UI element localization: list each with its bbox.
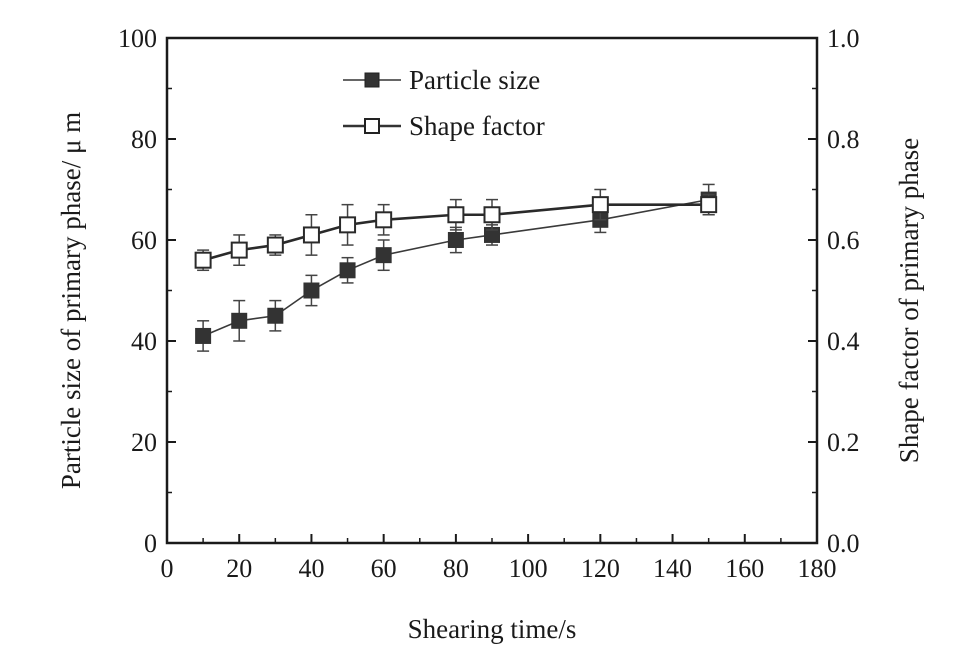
y-tick-label-left: 20 — [131, 428, 157, 457]
data-point-particle-size — [375, 247, 392, 264]
y-tick-label-left: 40 — [131, 327, 157, 356]
x-tick-label: 60 — [371, 554, 397, 583]
x-axis-title: Shearing time/s — [408, 614, 577, 644]
x-tick-label: 20 — [226, 554, 252, 583]
y-axis-title-left: Particle size of primary phase/ μ m — [56, 112, 86, 489]
data-point-particle-size — [303, 282, 320, 299]
y-tick-label-right: 1.0 — [827, 24, 860, 53]
data-point-shape-factor — [700, 196, 718, 214]
data-point-particle-size — [231, 312, 248, 329]
y-tick-label-right: 0.0 — [827, 529, 860, 558]
y-tick-label-right: 0.8 — [827, 125, 860, 154]
y-tick-label-left: 0 — [144, 529, 157, 558]
x-tick-label: 100 — [509, 554, 548, 583]
x-tick-label: 80 — [443, 554, 469, 583]
data-point-particle-size — [339, 262, 356, 279]
data-point-shape-factor — [447, 206, 465, 224]
data-point-shape-factor — [375, 211, 393, 229]
data-point-shape-factor — [483, 206, 501, 224]
series-group — [194, 183, 718, 352]
data-point-shape-factor — [591, 196, 609, 214]
y-axis-title-right: Shape factor of primary phase — [894, 138, 924, 463]
data-point-shape-factor — [266, 236, 284, 254]
y-tick-label-right: 0.6 — [827, 226, 860, 255]
data-point-shape-factor — [194, 251, 212, 269]
x-tick-label: 120 — [581, 554, 620, 583]
y-tick-label-right: 0.2 — [827, 428, 860, 457]
legend: Particle size Shape factor — [343, 65, 545, 141]
series-line-particle-size — [202, 198, 709, 337]
data-point-particle-size — [195, 327, 212, 344]
axes: 0 20 40 60 80 100 120 140 160 180 0 20 40 60 80 100 0.0 0… — [118, 24, 860, 583]
legend-label-shape-factor: Shape factor — [409, 111, 545, 141]
data-point-particle-size — [267, 307, 284, 324]
y-tick-label-right: 0.4 — [827, 327, 860, 356]
x-tick-label: 160 — [725, 554, 764, 583]
y-tick-label-left: 100 — [118, 24, 157, 53]
legend-marker-particle-size — [364, 72, 380, 88]
legend-item-shape-factor: Shape factor — [343, 111, 545, 141]
x-tick-label: 180 — [798, 554, 837, 583]
x-tick-label: 40 — [298, 554, 324, 583]
x-tick-label: 140 — [653, 554, 692, 583]
series-line-shape-factor — [202, 203, 709, 262]
data-point-particle-size — [447, 232, 464, 248]
y-tick-label-left: 80 — [131, 125, 157, 154]
data-point-shape-factor — [302, 226, 320, 244]
data-point-shape-factor — [339, 216, 357, 234]
x-tick-label: 0 — [161, 554, 174, 583]
legend-item-particle-size: Particle size — [343, 65, 540, 95]
legend-label-particle-size: Particle size — [409, 65, 540, 95]
legend-marker-shape-factor — [364, 118, 380, 134]
y-tick-label-left: 60 — [131, 226, 157, 255]
data-point-shape-factor — [230, 241, 248, 259]
